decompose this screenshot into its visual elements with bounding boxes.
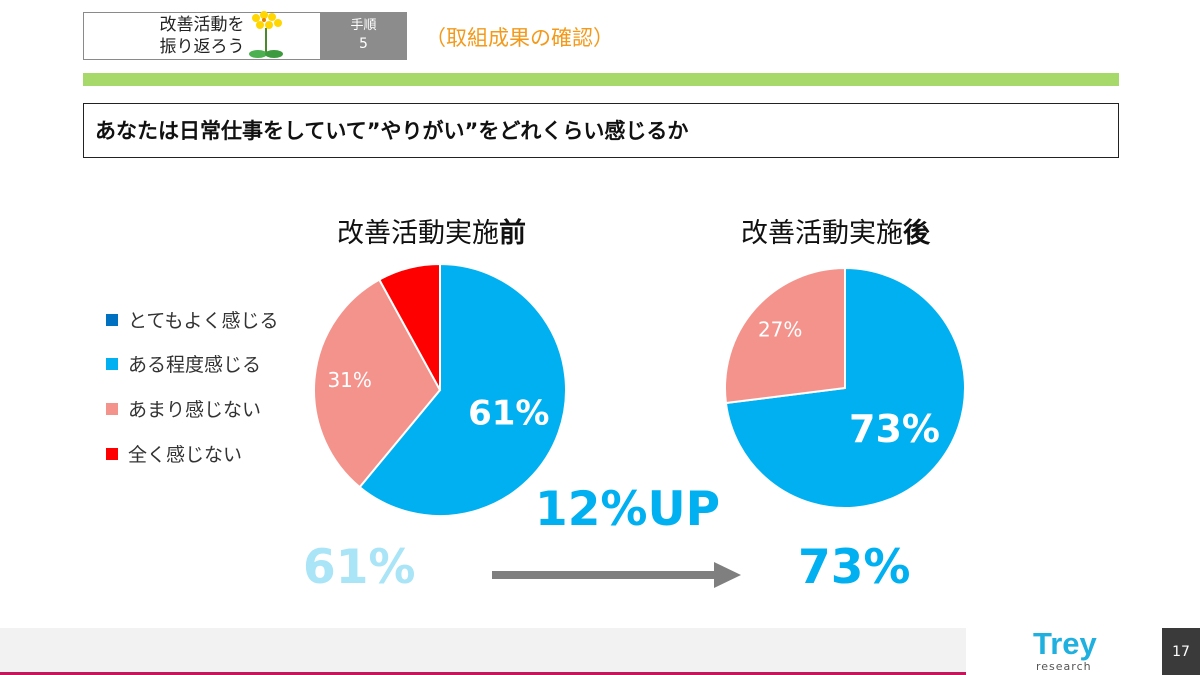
arrow-head-icon (714, 562, 741, 588)
flower-icon (249, 11, 283, 58)
page-number: 17 (1172, 644, 1190, 660)
step-label: 手順 (350, 18, 377, 33)
pie-slice-label: 31% (327, 368, 371, 392)
chart-before-title-emph: 前 (499, 218, 526, 249)
header-title-line2: 振り返ろう (159, 37, 245, 57)
pie-slice (724, 266, 846, 405)
footer-bar (0, 628, 966, 675)
pie-slice-label: 73% (849, 407, 940, 451)
pie-chart-before: 61% 31% (313, 262, 567, 517)
pie-chart-after: 73% 27% (724, 266, 966, 509)
legend-label: とてもよく感じる (128, 310, 279, 332)
pie-slice (377, 262, 441, 391)
legend-swatch (106, 313, 118, 326)
legend-label: あまり感じない (128, 399, 262, 421)
chart-after-title-main: 改善活動実施 (741, 218, 903, 249)
legend-item: 全く感じない (106, 440, 242, 467)
summary-before-value: 61% (303, 540, 416, 595)
step-badge: 手順 5 (320, 12, 407, 60)
legend-swatch (106, 402, 118, 415)
chart-after-title: 改善活動実施後 (741, 211, 930, 250)
pie-slice-label: 61% (468, 393, 549, 433)
legend-item: ある程度感じる (106, 350, 261, 377)
logo-subtext: research (1036, 660, 1092, 673)
legend-swatch (106, 357, 118, 370)
footer-accent-line (0, 672, 966, 675)
header-subtitle: （取組成果の確認） (425, 26, 614, 50)
logo-text: Trey (1033, 626, 1097, 661)
question-text: あなたは日常仕事をしていて”やりがい”をどれくらい感じるか (95, 119, 689, 143)
pie-slice (313, 278, 442, 489)
logo-area (966, 628, 1160, 675)
summary-increase: 12%UP (535, 482, 721, 537)
legend-label: 全く感じない (128, 444, 243, 466)
legend-item: あまり感じない (106, 395, 261, 422)
page-number-box (1162, 628, 1200, 675)
header-title: 改善活動を 振り返ろう (84, 14, 320, 58)
legend-item: とてもよく感じる (106, 306, 278, 333)
legend-label: ある程度感じる (128, 354, 262, 376)
question-box (83, 103, 1119, 158)
pie-slice (358, 262, 567, 517)
legend-swatch (106, 447, 118, 460)
chart-after-title-emph: 後 (903, 218, 930, 249)
header-title-line1: 改善活動を (159, 15, 245, 35)
chart-before-title-main: 改善活動実施 (337, 218, 499, 249)
summary-after-value: 73% (798, 540, 911, 595)
step-number: 5 (359, 36, 368, 52)
pie-slice-label: 27% (758, 317, 802, 341)
arrow-right-icon (492, 571, 716, 579)
header-divider (83, 73, 1119, 86)
chart-before-title: 改善活動実施前 (337, 211, 526, 250)
